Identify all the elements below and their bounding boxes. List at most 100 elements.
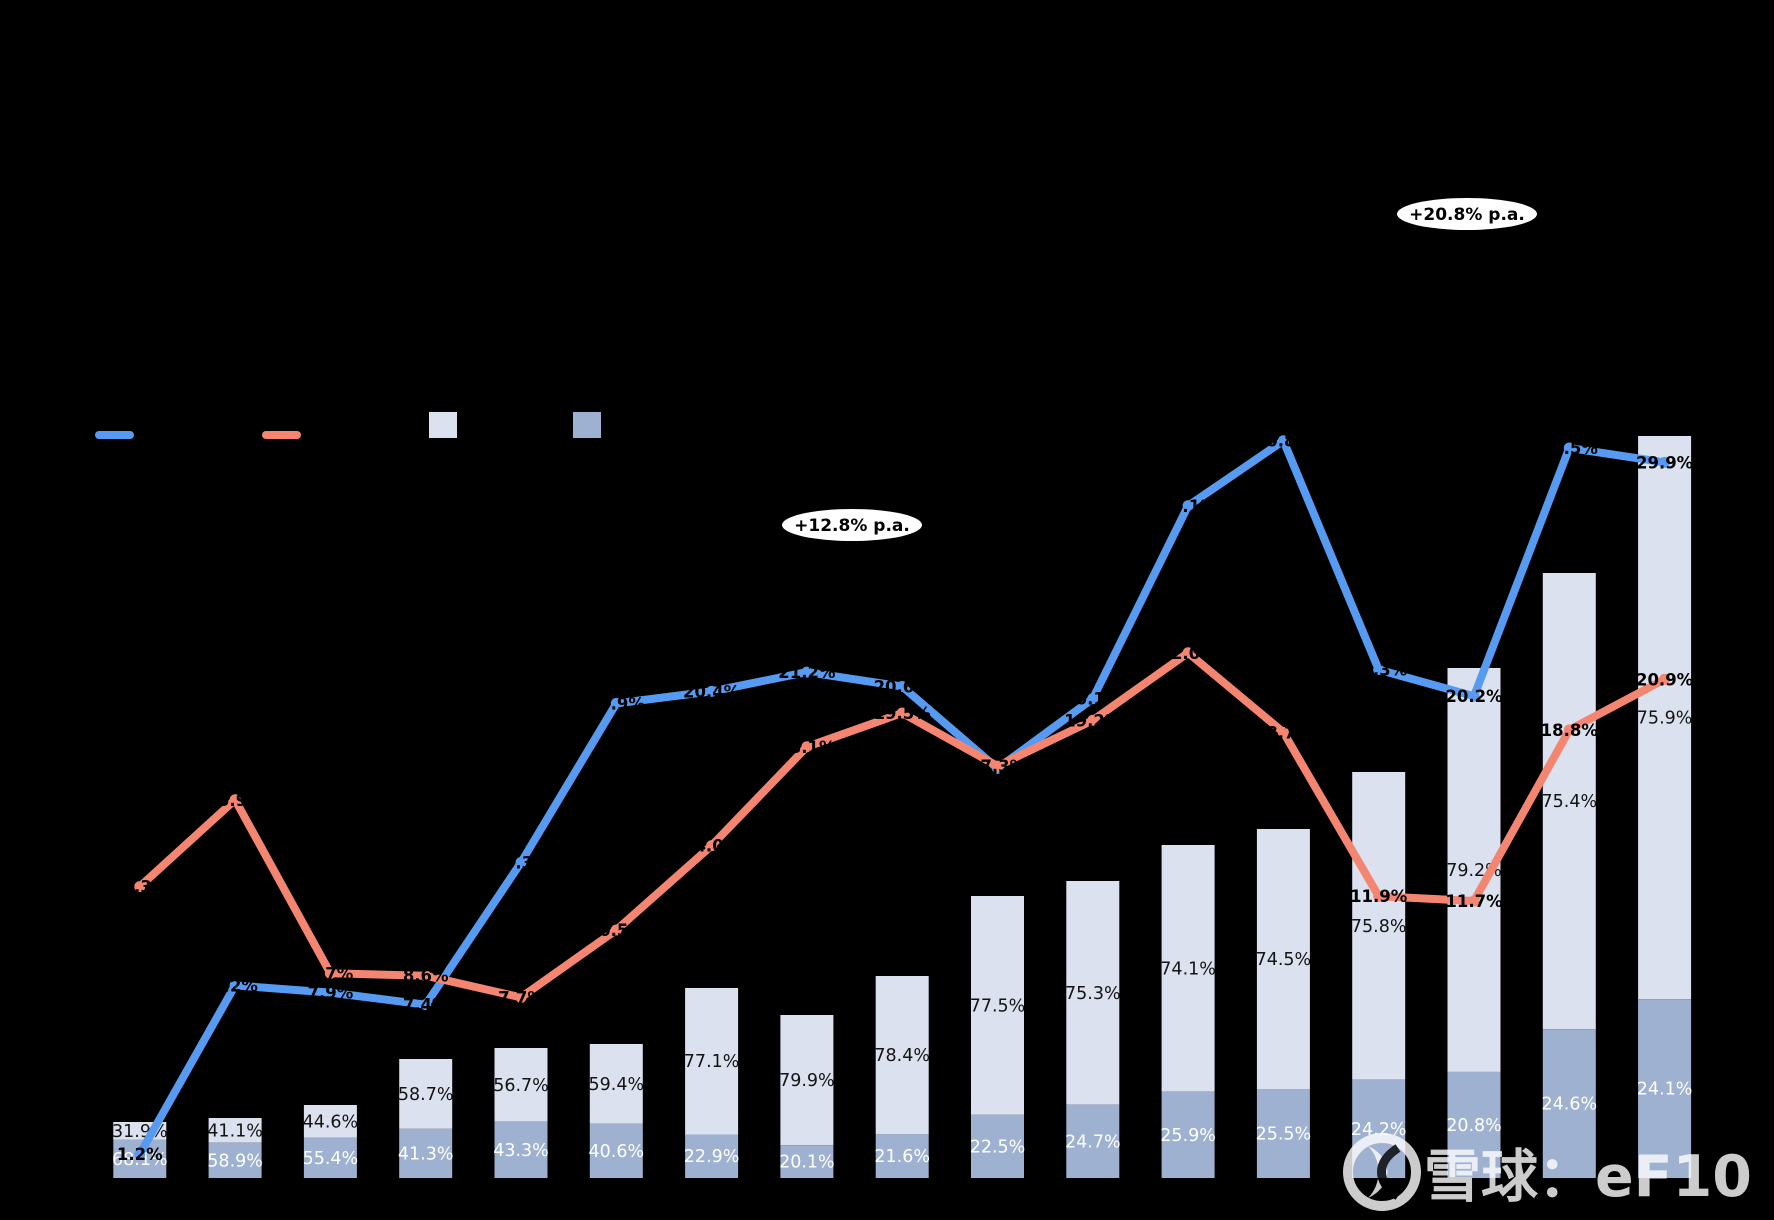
bar-light-label: 75.9% (1637, 709, 1693, 729)
bar-light-label: 77.1% (684, 1052, 740, 1072)
watermark-text: 雪球：eF10 (1424, 1144, 1752, 1210)
bar-dark-segment (208, 1142, 262, 1178)
bar-light-segment (1256, 829, 1310, 1090)
red-line-label: 10.5% (588, 921, 646, 940)
blue-line-label: 13.3% (492, 853, 550, 872)
bar-light-label: 74.5% (1256, 950, 1312, 970)
bar-light-segment (399, 1059, 453, 1129)
blue-line-label: 20.2% (1445, 687, 1503, 706)
blue-line-point (324, 987, 336, 999)
blue-line-point (1373, 664, 1385, 676)
red-line-label: 8.6% (403, 967, 449, 986)
cagr-annotation-text: +20.8% p.a. (1409, 205, 1525, 225)
bar-dark-label: 40.6% (589, 1142, 645, 1162)
bar-light-segment (1542, 573, 1596, 1030)
bar-dark-label: 20.8% (1446, 1116, 1502, 1136)
red-line-point (1468, 895, 1480, 907)
blue-line-point (1182, 500, 1194, 512)
bar-dark-segment (971, 1114, 1024, 1178)
red-line-point (801, 741, 813, 753)
bar-light-label: 44.6% (303, 1112, 359, 1132)
bar-light-segment (875, 976, 929, 1135)
snowball-logo-icon (1343, 1133, 1421, 1211)
bar-dark-label: 58.9% (207, 1151, 263, 1171)
blue-line-label: 29.9% (1636, 453, 1694, 472)
red-line-point (1373, 890, 1385, 902)
bar-dark-segment (1638, 999, 1692, 1178)
blue-line-point (1659, 456, 1671, 468)
red-line-label: 19.2% (1064, 711, 1122, 730)
bar-dark-label: 24.1% (1637, 1080, 1693, 1100)
red-line-point (134, 881, 146, 893)
blue-line-label: 20.6% (874, 678, 932, 697)
blue-line-label: 20.1% (1064, 690, 1122, 709)
blue-line-point (801, 666, 813, 678)
bar-light-segment (971, 896, 1024, 1115)
blue-line-label: 7.9% (308, 984, 354, 1003)
bar-light-segment (1066, 881, 1120, 1105)
bar-dark-label: 25.9% (1160, 1126, 1216, 1146)
red-line-point (610, 924, 622, 936)
bar-light-label: 56.7% (493, 1076, 549, 1096)
blue-line-label: 21.2% (778, 663, 836, 682)
blue-line-label: 28.1% (1159, 497, 1217, 516)
red-line-label: 12.3% (111, 878, 169, 897)
blue-line-label: 19.9% (588, 694, 646, 713)
watermark: 雪球：eF10 (1343, 1133, 1752, 1211)
bar-dark-label: 24.6% (1542, 1095, 1598, 1115)
bar-light-label: 78.4% (874, 1046, 930, 1066)
red-line-point (515, 991, 527, 1003)
bar-dark-segment (875, 1134, 929, 1178)
bar-dark-label: 68.1% (112, 1150, 168, 1170)
bar-light-label: 75.4% (1542, 792, 1598, 812)
bar-light-segment (1161, 845, 1215, 1092)
red-line-label: 8.7% (308, 964, 354, 983)
bar-dark-segment (1542, 1029, 1596, 1178)
red-line-label: 7.7% (498, 988, 544, 1007)
red-line-label: 18.1% (778, 738, 836, 757)
red-line-point (992, 760, 1003, 772)
bar-light-label: 75.3% (1065, 984, 1121, 1004)
blue-line-point (896, 681, 908, 693)
blue-line-point (420, 999, 432, 1011)
bar-dark-segment (399, 1128, 453, 1178)
blue-line-point (610, 697, 622, 709)
legend-square-marker (573, 412, 601, 438)
bar-light-segment (1638, 436, 1692, 1000)
red-line-label: 22.0% (1159, 644, 1217, 663)
legend-square-marker (429, 412, 457, 438)
blue-line-label: 1.2% (117, 1145, 163, 1164)
bar-dark-segment (589, 1123, 643, 1178)
bar-light-label: 74.1% (1160, 959, 1216, 979)
bar-light-label: 41.1% (207, 1121, 263, 1141)
red-line-label: 18.8% (1541, 721, 1599, 740)
bar-light-label: 75.8% (1351, 917, 1407, 937)
bar-dark-label: 20.1% (779, 1153, 835, 1173)
red-line-point (1182, 647, 1194, 659)
blue-line-label: 30.8% (1255, 432, 1313, 451)
blue-line-point (229, 979, 241, 991)
red-line-label: 15.9% (206, 791, 264, 810)
bar-dark-label: 21.6% (874, 1147, 930, 1167)
bar-light-segment (208, 1118, 262, 1143)
bar-dark-segment (1066, 1104, 1120, 1178)
cagr-annotation-ellipse (782, 509, 922, 541)
bar-dark-segment (1161, 1091, 1215, 1178)
cagr-annotation-ellipse (1397, 198, 1537, 230)
bar-dark-segment (1447, 1071, 1501, 1178)
blue-line-point (1468, 690, 1480, 702)
red-line-point (1277, 726, 1289, 738)
bar-light-segment (494, 1048, 548, 1122)
blue-line-point (1087, 693, 1099, 705)
bar-light-segment (685, 988, 739, 1135)
red-line-label: 17.3% (969, 757, 1027, 776)
red-line-label: 11.9% (1350, 887, 1408, 906)
red-line-point (1087, 714, 1099, 726)
bar-light-segment (780, 1015, 834, 1146)
red-line-point (1563, 724, 1575, 736)
bar-dark-segment (780, 1145, 834, 1178)
blue-line-label: 20.4% (683, 682, 741, 701)
bar-light-segment (1352, 772, 1406, 1080)
